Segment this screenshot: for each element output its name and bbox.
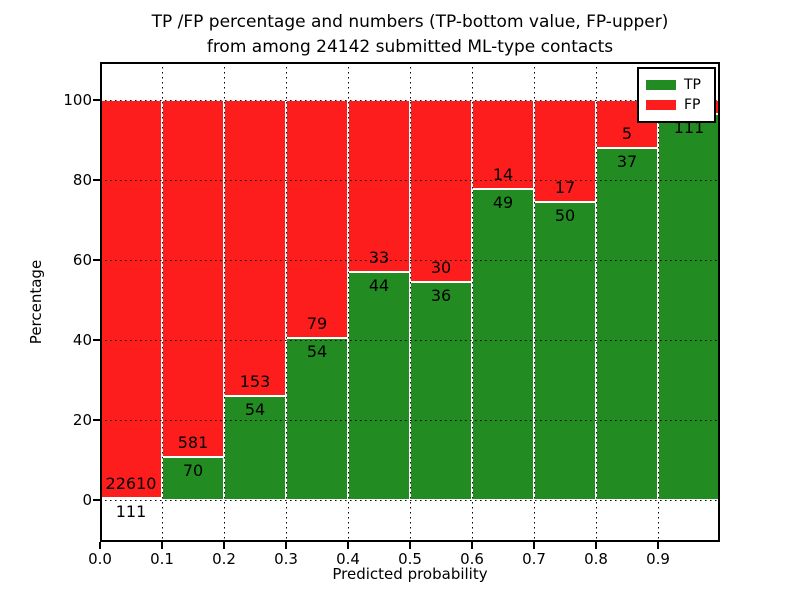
x-tick-mark-0.9 (657, 542, 659, 549)
bar-fp-5 (410, 100, 472, 282)
x-tick-label-0.7: 0.7 (522, 550, 546, 568)
y-tick-label-60: 60 (72, 251, 92, 269)
bar-count-label-fp-7: 17 (554, 177, 576, 197)
bar-count-label-tp-7: 50 (554, 205, 576, 225)
bar-tp-1 (162, 457, 224, 500)
x-tick-label-0.4: 0.4 (336, 550, 360, 568)
bar-tp-6 (472, 188, 534, 500)
v-gridline-0.4 (348, 62, 349, 542)
bar-tp-3 (286, 337, 348, 500)
bar-count-label-fp-2: 153 (239, 371, 271, 391)
x-tick-label-0.0: 0.0 (88, 550, 112, 568)
x-tick-mark-0.7 (533, 542, 535, 549)
legend-swatch-fp (646, 100, 676, 110)
bar-count-label-fp-5: 30 (430, 258, 452, 277)
v-gridline-0.3 (286, 62, 287, 542)
v-gridline-0.7 (534, 62, 535, 542)
v-gridline-0.8 (596, 62, 597, 542)
bar-count-label-fp-8: 5 (621, 123, 633, 143)
bar-count-labels-layer: 22610 111 581 70 153 54 79 54 33 44 30 36 14 49 17 50 5 3… (100, 62, 720, 542)
y-tick-mark-40 (93, 339, 100, 341)
v-gridline-0.6 (472, 62, 473, 542)
chart-title-line1: TP /FP percentage and numbers (TP-bottom… (151, 12, 669, 32)
v-gridline-0.5 (410, 62, 411, 542)
x-tick-mark-0.3 (285, 542, 287, 549)
x-tick-label-0.2: 0.2 (212, 550, 236, 568)
y-tick-label-20: 20 (72, 411, 92, 429)
chart-title-line2: from among 24142 submitted ML-type conta… (206, 37, 614, 57)
v-gridline-0.1 (162, 62, 163, 542)
v-gridline-0.9 (658, 62, 659, 542)
legend-item-tp: TP (646, 75, 708, 95)
x-tick-mark-0.6 (471, 542, 473, 549)
legend-label-tp: TP (684, 77, 701, 93)
x-tick-label-0.6: 0.6 (460, 550, 484, 568)
bar-count-label-fp-4: 33 (368, 247, 390, 267)
bar-fp-0 (100, 100, 162, 498)
x-tick-mark-0.2 (223, 542, 225, 549)
bar-count-label-fp-6: 14 (492, 164, 514, 184)
plot-area: 22610 111 581 70 153 54 79 54 33 44 30 36 14 49 17 50 5 3… (100, 62, 720, 542)
x-axis-label: Predicted probability (332, 565, 488, 583)
bar-count-label-tp-0: 111 (115, 502, 147, 521)
bar-count-label-fp-0: 22610 (105, 474, 157, 493)
grid-layer (100, 62, 720, 542)
x-tick-label-0.5: 0.5 (398, 550, 422, 568)
y-tick-mark-100 (93, 99, 100, 101)
bar-count-label-fp-3: 79 (306, 313, 328, 333)
legend-label-fp: FP (684, 97, 701, 113)
legend-item-fp: FP (646, 95, 708, 115)
y-tick-label-80: 80 (72, 171, 92, 189)
bar-tp-7 (534, 201, 596, 500)
bar-tp-2 (224, 395, 286, 500)
bar-count-label-tp-1: 70 (182, 461, 204, 480)
x-tick-label-0.1: 0.1 (150, 550, 174, 568)
x-tick-label-0.3: 0.3 (274, 550, 298, 568)
bar-count-label-tp-2: 54 (244, 399, 266, 419)
y-tick-mark-60 (93, 259, 100, 261)
chart-title: TP /FP percentage and numbers (TP-bottom… (60, 10, 760, 60)
bars-layer (100, 62, 720, 542)
x-tick-mark-0.0 (99, 542, 101, 549)
v-gridline-0.2 (224, 62, 225, 542)
y-tick-mark-0 (93, 499, 100, 501)
bar-count-label-fp-1: 581 (177, 433, 209, 452)
x-tick-mark-0.8 (595, 542, 597, 549)
x-tick-label-0.9: 0.9 (646, 550, 670, 568)
bar-count-label-tp-8: 37 (616, 151, 638, 171)
y-tick-label-0: 0 (82, 491, 92, 509)
x-tick-label-0.8: 0.8 (584, 550, 608, 568)
legend: TP FP (637, 67, 716, 123)
x-tick-mark-0.5 (409, 542, 411, 549)
x-tick-mark-0.4 (347, 542, 349, 549)
legend-swatch-tp (646, 80, 676, 90)
bar-count-label-tp-4: 44 (368, 275, 390, 295)
bar-count-label-tp-5: 36 (430, 286, 452, 305)
bar-count-label-tp-3: 54 (306, 341, 328, 361)
y-tick-mark-20 (93, 419, 100, 421)
bar-tp-9 (658, 114, 720, 500)
bar-count-label-tp-6: 49 (492, 192, 514, 212)
bar-fp-4 (348, 100, 410, 272)
y-tick-label-40: 40 (72, 331, 92, 349)
y-tick-label-100: 100 (63, 91, 92, 109)
y-tick-mark-80 (93, 179, 100, 181)
x-tick-mark-0.1 (161, 542, 163, 549)
bar-fp-1 (162, 100, 224, 457)
